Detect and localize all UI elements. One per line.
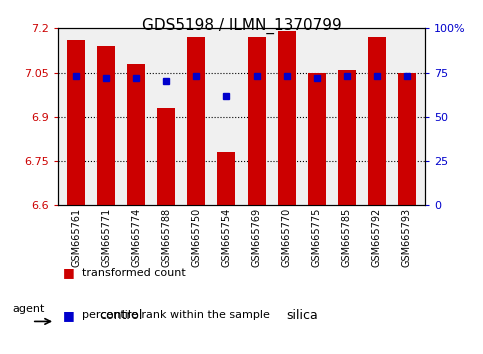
Bar (187, 37, 205, 205)
Text: percentile rank within the sample: percentile rank within the sample (82, 310, 270, 320)
Bar (97, 46, 115, 205)
Bar (338, 70, 356, 205)
Text: ■: ■ (63, 266, 74, 279)
Bar (127, 64, 145, 205)
Text: ■: ■ (63, 309, 74, 321)
Bar (278, 31, 296, 205)
Bar (247, 37, 266, 205)
Bar (67, 40, 85, 205)
Bar (308, 73, 326, 205)
Text: agent: agent (13, 304, 45, 314)
Text: control: control (99, 309, 143, 321)
Bar (217, 152, 236, 205)
Text: GDS5198 / ILMN_1370799: GDS5198 / ILMN_1370799 (142, 18, 341, 34)
Text: silica: silica (286, 309, 317, 321)
Bar (368, 37, 386, 205)
Bar (398, 73, 416, 205)
Bar (157, 108, 175, 205)
Text: transformed count: transformed count (82, 268, 186, 278)
